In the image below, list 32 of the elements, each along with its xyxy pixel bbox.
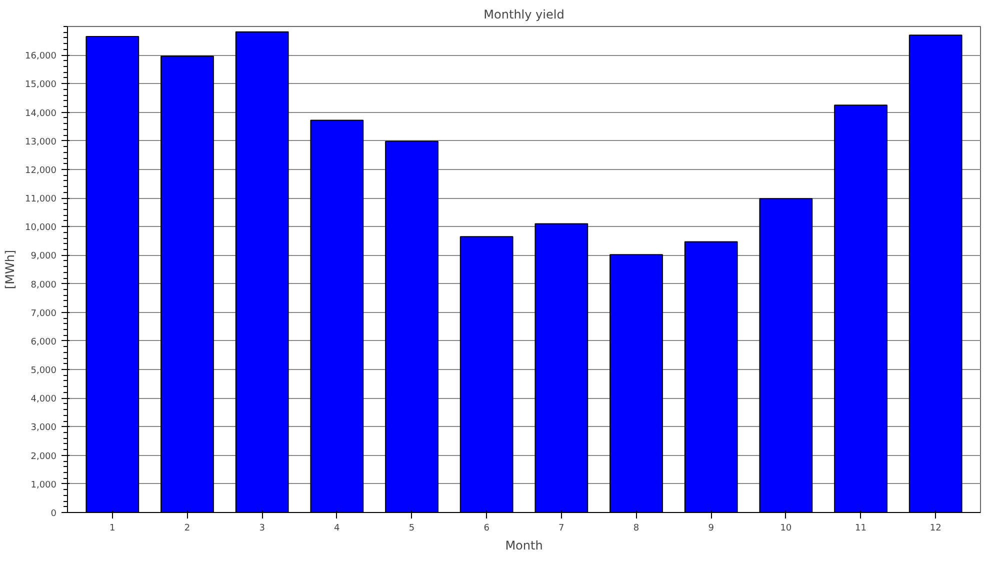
y-tick-label: 6,000 [30, 337, 57, 348]
y-tick-label: 3,000 [30, 423, 57, 434]
y-tick-label: 10,000 [25, 223, 57, 234]
x-tick-label: 3 [259, 524, 265, 534]
y-tick-label: 7,000 [30, 308, 57, 319]
y-tick-label: 13,000 [25, 137, 57, 148]
x-tick-label: 5 [408, 524, 415, 534]
x-tick-label: 1 [110, 524, 116, 534]
y-tick-label: 0 [50, 509, 57, 519]
y-tick-label: 14,000 [25, 108, 57, 119]
y-tick-label: 8,000 [30, 280, 57, 290]
x-tick-label: 9 [708, 524, 714, 534]
x-tick-label: 6 [484, 524, 490, 534]
y-tick-label: 5,000 [30, 366, 57, 376]
x-tick-label: 10 [780, 524, 792, 534]
y-tick-label: 4,000 [30, 394, 57, 405]
x-tick-label: 4 [334, 524, 340, 534]
x-axis-title: Month [505, 538, 543, 552]
x-tick-label: 2 [184, 524, 190, 534]
y-tick-label: 9,000 [30, 252, 57, 262]
x-tick-label: 11 [855, 524, 866, 534]
y-tick-label: 1,000 [30, 480, 57, 490]
x-tick-label: 12 [930, 524, 942, 534]
y-tick-label: 15,000 [25, 80, 57, 90]
y-tick-label: 2,000 [30, 452, 57, 462]
y-tick-label: 12,000 [25, 166, 57, 176]
chart-title: Monthly yield [484, 8, 564, 22]
y-axis-title: [MWh] [3, 250, 18, 290]
x-tick-label: 7 [558, 524, 564, 534]
y-tick-label: 16,000 [25, 52, 57, 62]
y-tick-label: 11,000 [25, 194, 57, 205]
x-tick-label: 8 [633, 524, 640, 534]
